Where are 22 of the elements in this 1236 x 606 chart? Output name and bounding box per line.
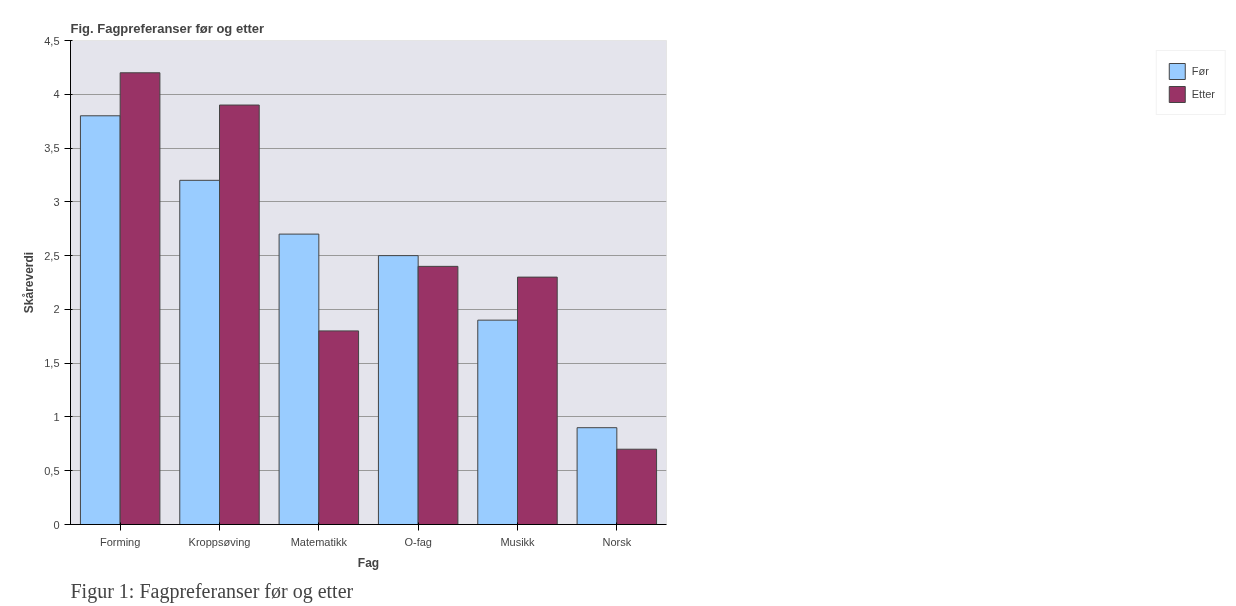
y-tick-label: 0,5 [44, 464, 60, 477]
y-tick-label: 1 [53, 410, 60, 423]
text: Figur 1: Fagpreferanser før og etter [70, 579, 354, 603]
x-tick-label: Matematikk [290, 535, 348, 548]
y-tick-label: 3 [53, 195, 60, 208]
x-axis-title: Fag [357, 555, 380, 570]
y-tick-label: 0 [53, 518, 60, 531]
y-tick-label: 4 [53, 88, 60, 101]
x-tick-label: Musikk [500, 535, 536, 548]
y-axis-title: Skåreverdi [22, 251, 37, 314]
y-tick-label: 1,5 [44, 357, 60, 370]
legend-label: Etter [1191, 88, 1215, 100]
y-tick-label: 2,5 [44, 249, 60, 262]
x-tick-label: Forming [100, 535, 141, 548]
y-tick-label: 4,5 [44, 34, 60, 47]
legend-label: Før [1191, 65, 1210, 77]
x-tick-label: Norsk [602, 535, 632, 548]
chart-title: Fig. Fagpreferanser før og etter [70, 20, 265, 36]
y-tick-label: 2 [53, 303, 60, 316]
y-tick-label: 3,5 [44, 142, 60, 155]
x-tick-label: O-fag [404, 535, 432, 548]
x-tick-label: Kroppsøving [188, 535, 251, 548]
